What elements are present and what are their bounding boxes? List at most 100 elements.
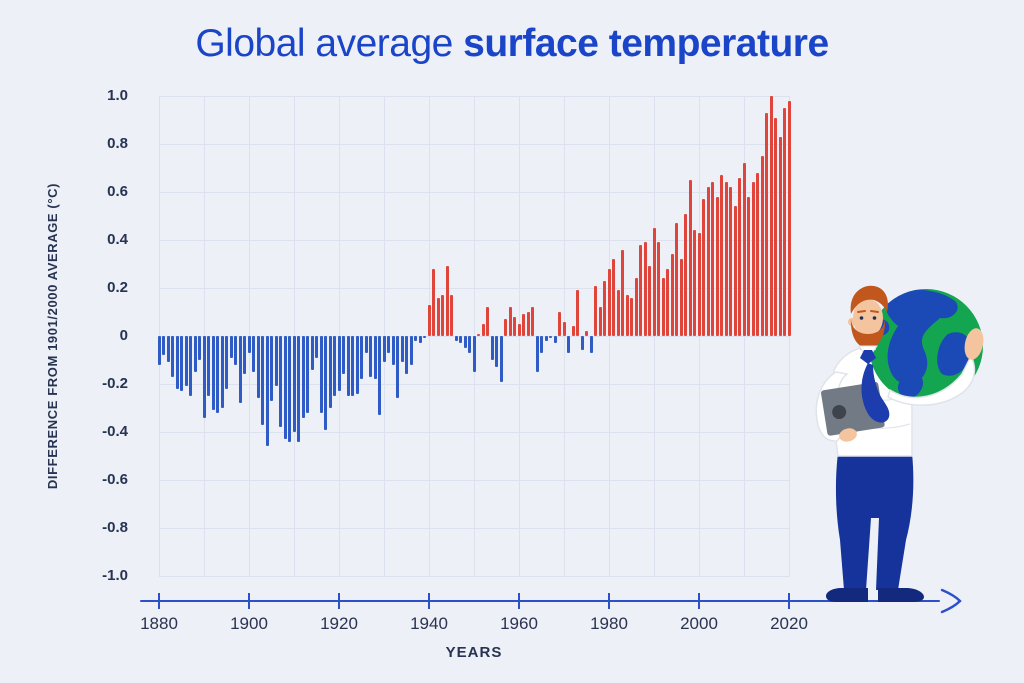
bar-1938 <box>418 336 422 344</box>
bar-1881 <box>162 336 165 356</box>
x-tick-mark-1900 <box>248 593 250 609</box>
bar-1899 <box>243 336 246 375</box>
bar-1966 <box>544 336 548 341</box>
bar-2000 <box>697 232 701 336</box>
bar-1986 <box>634 278 638 336</box>
bar-1975 <box>585 331 588 336</box>
bar-1948 <box>463 336 467 348</box>
bar-1927 <box>369 336 372 377</box>
bar-1989 <box>648 266 651 336</box>
bar-1894 <box>220 336 224 408</box>
bar-1885 <box>180 336 183 392</box>
bar-1962 <box>526 312 530 336</box>
bar-1880 <box>157 336 161 365</box>
bar-1953 <box>486 307 489 336</box>
bar-1918 <box>328 336 332 408</box>
bar-1981 <box>612 259 615 336</box>
bar-1946 <box>454 336 458 341</box>
bar-1905 <box>270 336 273 401</box>
bar-1915 <box>315 336 318 358</box>
y-tick-label-1.0: 1.0 <box>107 87 128 104</box>
bar-1895 <box>225 336 228 389</box>
bar-2016 <box>769 96 773 336</box>
bar-1960 <box>517 324 521 336</box>
y-tick-label-0.8: 0.8 <box>107 135 128 152</box>
y-tick-label-0.6: 0.6 <box>107 183 128 200</box>
bar-1945 <box>450 295 453 336</box>
bar-1886 <box>184 336 188 387</box>
bar-2008 <box>733 206 737 336</box>
bar-2010 <box>742 163 746 336</box>
bar-1961 <box>522 314 525 336</box>
x-tick-label-1980: 1980 <box>590 614 628 633</box>
person-left-hand <box>839 428 857 442</box>
bar-1969 <box>558 312 561 336</box>
bar-1952 <box>481 324 485 336</box>
bar-1954 <box>490 336 494 360</box>
person-brows <box>857 310 879 313</box>
bar-1923 <box>351 336 354 396</box>
x-tick-mark-1880 <box>158 593 160 609</box>
bar-1917 <box>324 336 327 430</box>
bar-1997 <box>684 213 687 336</box>
bar-2013 <box>756 172 759 336</box>
bar-1910 <box>292 336 296 432</box>
bar-2003 <box>711 182 714 336</box>
bar-1943 <box>441 295 444 336</box>
bar-1987 <box>639 244 642 336</box>
bar-1904 <box>265 336 269 447</box>
bar-1976 <box>589 336 593 353</box>
bar-1973 <box>576 290 579 336</box>
bar-1906 <box>274 336 278 387</box>
bar-1924 <box>355 336 359 394</box>
bar-1887 <box>189 336 192 396</box>
bar-2009 <box>738 177 741 336</box>
bar-1999 <box>693 230 696 336</box>
x-tick-label-1880: 1880 <box>140 614 178 633</box>
bar-1900 <box>247 336 251 353</box>
x-tick-mark-1920 <box>338 593 340 609</box>
bar-2002 <box>706 187 710 336</box>
bar-2017 <box>774 117 777 336</box>
bar-1912 <box>301 336 305 418</box>
x-tick-label-2020: 2020 <box>770 614 808 633</box>
bar-1932 <box>391 336 395 365</box>
bar-1897 <box>234 336 237 365</box>
bar-1925 <box>360 336 363 380</box>
bar-1933 <box>396 336 399 399</box>
bar-1908 <box>283 336 287 440</box>
bar-1884 <box>175 336 179 389</box>
bar-1926 <box>364 336 368 353</box>
bar-2012 <box>751 182 755 336</box>
bar-1919 <box>333 336 336 396</box>
y-tick-label-0.4: 0.4 <box>107 231 128 248</box>
page-title-bold: surface temperature <box>463 22 829 65</box>
bar-1998 <box>688 180 692 336</box>
bar-2018 <box>778 136 782 336</box>
person-shoe-left <box>826 588 868 602</box>
person-hair <box>850 285 888 314</box>
bar-1990 <box>652 228 656 336</box>
page-title-regular: Global average <box>195 22 464 65</box>
person-tie <box>861 363 890 423</box>
x-tick-mark-1960 <box>518 593 520 609</box>
bar-1922 <box>346 336 350 396</box>
person-tie-knot <box>860 350 876 364</box>
bar-1957 <box>504 319 507 336</box>
bar-1978 <box>598 307 602 336</box>
bar-1942 <box>436 297 440 336</box>
bar-1971 <box>567 336 570 353</box>
bar-1901 <box>252 336 255 372</box>
x-tick-mark-1980 <box>608 593 610 609</box>
bar-1888 <box>193 336 197 372</box>
bar-1882 <box>166 336 170 363</box>
bar-1977 <box>594 285 597 336</box>
x-axis-arrow-icon <box>940 588 962 614</box>
bar-1935 <box>405 336 408 375</box>
bar-1949 <box>468 336 471 353</box>
page-title: Global average surface temperature <box>0 22 1024 66</box>
bar-1982 <box>616 290 620 336</box>
bar-1911 <box>297 336 300 442</box>
bar-2019 <box>783 108 786 336</box>
bar-1916 <box>319 336 323 413</box>
